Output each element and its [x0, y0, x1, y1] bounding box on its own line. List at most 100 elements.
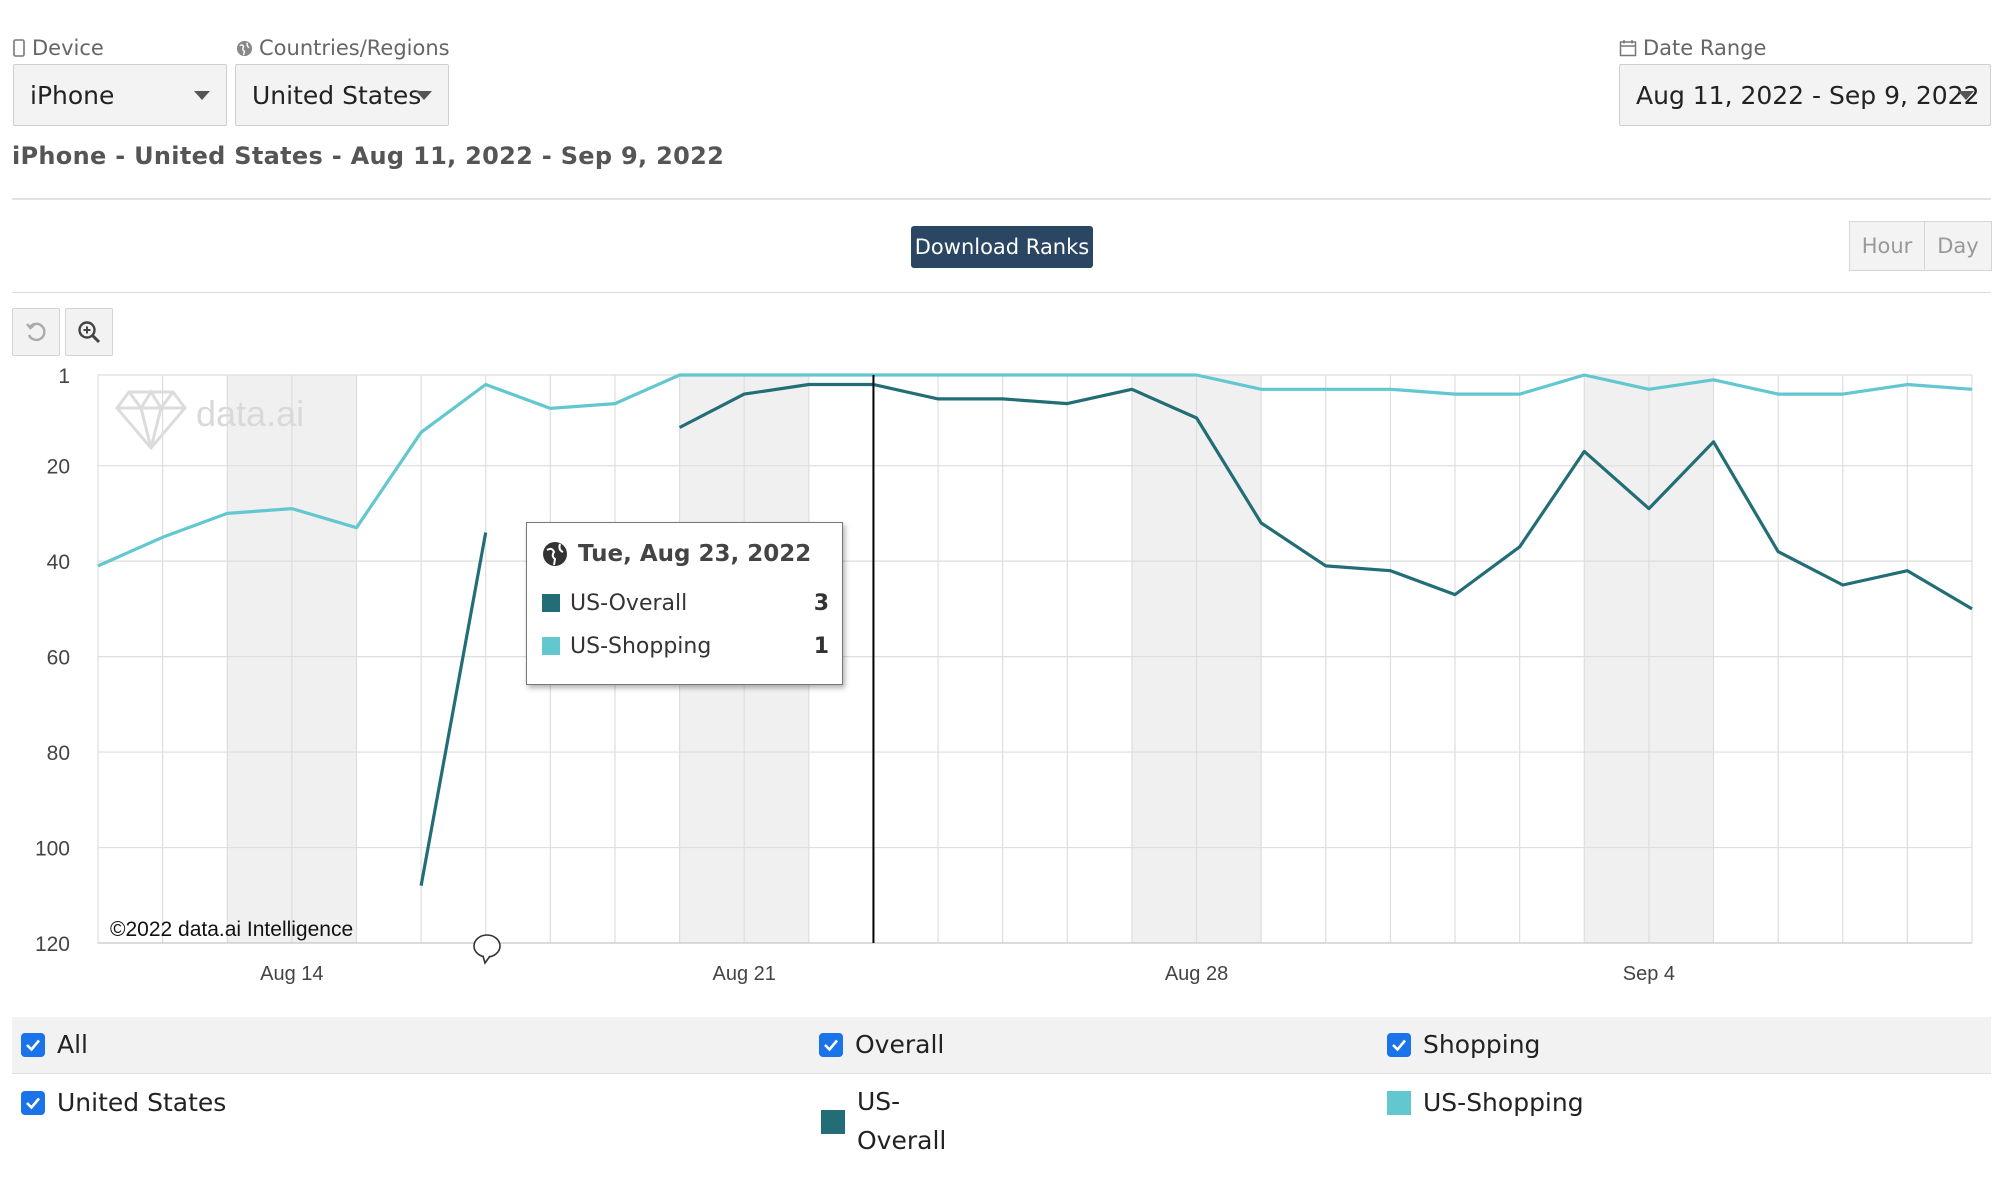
y-tick-label: 40	[47, 551, 70, 574]
y-tick-label: 60	[47, 647, 70, 670]
data-point[interactable]	[1129, 372, 1135, 378]
check-icon	[26, 1039, 40, 1051]
device-label-text: Device	[32, 36, 104, 60]
data-point[interactable]	[1387, 386, 1393, 392]
comment-icon[interactable]	[473, 934, 501, 965]
y-tick-label: 1	[58, 365, 70, 388]
y-tick-label: 120	[35, 933, 70, 956]
data-point[interactable]	[1904, 568, 1910, 574]
divider	[12, 198, 1991, 200]
data-point[interactable]	[1840, 391, 1846, 397]
data-point[interactable]	[741, 372, 747, 378]
data-point[interactable]	[1194, 415, 1200, 421]
data-point[interactable]	[353, 525, 359, 531]
data-point[interactable]	[806, 372, 812, 378]
data-point[interactable]	[418, 429, 424, 435]
copyright-text: ©2022 data.ai Intelligence	[110, 918, 353, 941]
legend-united-states-checkbox[interactable]: United States	[21, 1088, 226, 1117]
checkbox[interactable]	[21, 1090, 45, 1115]
data-point[interactable]	[1775, 549, 1781, 555]
data-point[interactable]	[1064, 401, 1070, 407]
region-label: Countries/Regions	[236, 36, 450, 60]
checkbox[interactable]	[21, 1032, 45, 1057]
shopping-swatch	[542, 637, 560, 655]
data-point[interactable]	[1711, 439, 1717, 445]
series-line-us-overall[interactable]	[419, 382, 1973, 886]
legend-series-label: US-Shopping	[1423, 1088, 1584, 1117]
data-point[interactable]	[1517, 391, 1523, 397]
watermark-text: data.ai	[196, 393, 304, 434]
check-icon	[1392, 1039, 1406, 1051]
data-point[interactable]	[1711, 377, 1717, 383]
data-point[interactable]	[547, 405, 553, 411]
chart-tooltip: Tue, Aug 23, 2022 US-Overall 3 US-Shoppi…	[526, 522, 843, 685]
data-point[interactable]	[1323, 563, 1329, 569]
data-point[interactable]	[1581, 372, 1587, 378]
data-point[interactable]	[1000, 372, 1006, 378]
hour-button[interactable]: Hour	[1850, 222, 1925, 270]
date-range-label-text: Date Range	[1643, 36, 1767, 60]
data-point[interactable]	[1904, 382, 1910, 388]
checkbox[interactable]	[819, 1032, 843, 1057]
legend-series-us-overall[interactable]: US-Overall	[821, 1087, 947, 1160]
data-point[interactable]	[741, 391, 747, 397]
data-point[interactable]	[224, 510, 230, 516]
tooltip-value: 3	[813, 590, 829, 616]
data-point[interactable]	[1387, 568, 1393, 574]
data-point[interactable]	[677, 425, 683, 431]
data-point[interactable]	[1129, 386, 1135, 392]
data-point[interactable]	[1064, 372, 1070, 378]
watermark: data.ai	[115, 389, 304, 450]
data-point[interactable]	[1969, 386, 1975, 392]
legend-all-checkbox[interactable]: All	[21, 1030, 88, 1059]
zoom-button[interactable]	[65, 308, 113, 356]
mobile-icon	[13, 39, 25, 57]
device-select[interactable]: iPhone	[13, 64, 227, 126]
data-point[interactable]	[806, 382, 812, 388]
reset-zoom-button[interactable]	[12, 308, 60, 356]
chevron-down-icon	[194, 91, 210, 100]
data-point[interactable]	[1840, 582, 1846, 588]
data-point[interactable]	[935, 396, 941, 402]
data-point[interactable]	[1581, 448, 1587, 454]
data-point[interactable]	[418, 883, 424, 889]
series-line-us-shopping[interactable]	[97, 373, 1973, 568]
data-point[interactable]	[1452, 391, 1458, 397]
legend-overall-checkbox[interactable]: Overall	[819, 1030, 944, 1059]
legend-label: Overall	[855, 1030, 945, 1059]
legend-shopping-checkbox[interactable]: Shopping	[1387, 1030, 1540, 1059]
tooltip-header: Tue, Aug 23, 2022	[542, 541, 811, 567]
data-point[interactable]	[612, 401, 618, 407]
data-point[interactable]	[1194, 372, 1200, 378]
data-point[interactable]	[1258, 520, 1264, 526]
data-point[interactable]	[1969, 606, 1975, 612]
tooltip-series-name: US-Shopping	[570, 633, 712, 659]
day-button[interactable]: Day	[1937, 234, 1979, 258]
date-range-select[interactable]: Aug 11, 2022 - Sep 9, 2022	[1619, 64, 1991, 126]
data-point[interactable]	[1646, 386, 1652, 392]
x-tick-label: Sep 4	[1623, 963, 1675, 985]
data-point[interactable]	[483, 530, 489, 536]
chevron-down-icon	[416, 91, 432, 100]
data-point[interactable]	[160, 534, 166, 540]
region-select[interactable]: United States	[235, 64, 449, 126]
data-point[interactable]	[289, 506, 295, 512]
data-point[interactable]	[935, 372, 941, 378]
data-point[interactable]	[1646, 506, 1652, 512]
data-point[interactable]	[1000, 396, 1006, 402]
legend-label: Shopping	[1423, 1030, 1541, 1059]
check-icon	[26, 1097, 40, 1109]
data-point[interactable]	[1258, 386, 1264, 392]
checkbox[interactable]	[1387, 1032, 1411, 1057]
data-point[interactable]	[1452, 592, 1458, 598]
data-point[interactable]	[1775, 391, 1781, 397]
data-point[interactable]	[483, 382, 489, 388]
legend-series-us-shopping[interactable]: US-Shopping	[1387, 1088, 1584, 1117]
data-point[interactable]	[1517, 544, 1523, 550]
data-point[interactable]	[95, 563, 101, 569]
data-point[interactable]	[1323, 386, 1329, 392]
data-point[interactable]	[677, 372, 683, 378]
tooltip-value: 1	[813, 633, 829, 659]
download-ranks-button[interactable]: Download Ranks	[911, 226, 1093, 268]
